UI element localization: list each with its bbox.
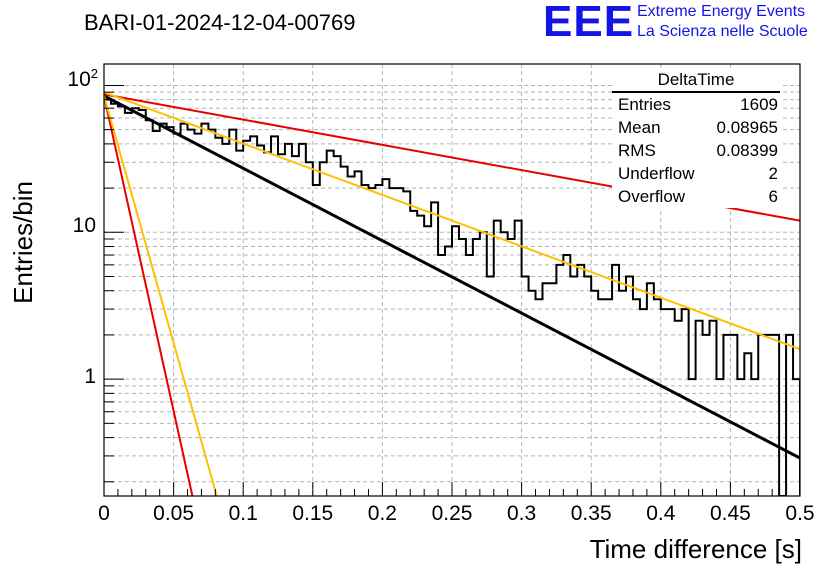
stats-box: DeltaTime Entries 1609 Mean 0.08965 RMS 0.0… xyxy=(612,68,780,208)
stats-row-overflow: Overflow 6 xyxy=(618,187,778,206)
stats-row-entries: Entries 1609 xyxy=(618,95,778,114)
x-tick-label: 0.4 xyxy=(646,502,676,525)
x-tick-label: 0.1 xyxy=(228,502,258,525)
fit-line-black_fit xyxy=(104,94,800,460)
chart-title: BARI-01-2024-12-04-00769 xyxy=(84,10,356,35)
x-axis-label: Time difference [s] xyxy=(589,534,802,564)
y-tick-label-100: 102 xyxy=(67,66,98,91)
x-tick-label: 0.45 xyxy=(709,502,751,525)
fit-line-yellow_slow xyxy=(104,91,800,351)
x-tick-label: 0.25 xyxy=(431,502,473,525)
stats-row-rms: RMS 0.08399 xyxy=(618,141,778,160)
histogram-series xyxy=(104,98,800,496)
eee-logo: EEE xyxy=(543,0,635,46)
x-tick-label: 0.15 xyxy=(292,502,334,525)
x-tick-label: 0.35 xyxy=(570,502,612,525)
y-tick-label-1: 1 xyxy=(84,365,96,388)
x-tick-label: 0.5 xyxy=(785,502,815,525)
logo-line-1: Extreme Energy Events xyxy=(637,3,806,20)
fit-line-yellow_fast xyxy=(104,95,218,496)
x-tick-label: 0.3 xyxy=(506,502,537,525)
x-tick-label: 0.2 xyxy=(367,502,397,525)
y-tick-label-10: 10 xyxy=(72,214,96,237)
x-tick-label: 0 xyxy=(98,502,110,525)
stats-row-underflow: Underflow 2 xyxy=(618,164,778,183)
x-tick-label: 0.05 xyxy=(153,502,195,525)
stats-title: DeltaTime xyxy=(612,68,780,93)
fit-line-red_fast xyxy=(104,95,194,496)
logo-line-2: La Scienza nelle Scuole xyxy=(637,23,808,40)
y-axis-label: Entries/bin xyxy=(8,181,38,304)
stats-row-mean: Mean 0.08965 xyxy=(618,118,778,137)
